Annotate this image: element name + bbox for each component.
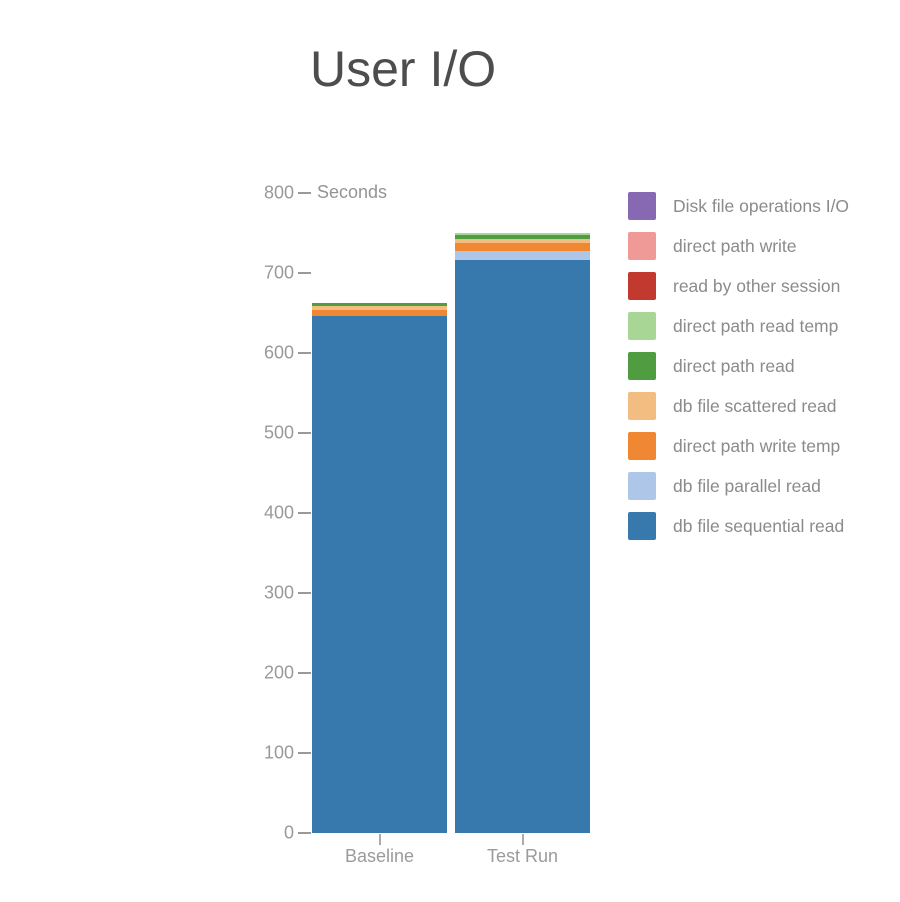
y-tick-mark-800 bbox=[298, 192, 311, 194]
segment-test-run-direct-path-read[interactable] bbox=[455, 235, 590, 239]
legend-swatch-direct-path-write-temp bbox=[628, 432, 656, 460]
y-tick-label-300: 300 bbox=[263, 582, 294, 603]
bar-test-run bbox=[455, 233, 590, 833]
y-tick-mark-200 bbox=[298, 672, 311, 674]
legend-label-read-by-other-session: read by other session bbox=[673, 275, 841, 296]
bar-baseline bbox=[312, 302, 447, 833]
x-tick-mark-test-run bbox=[521, 834, 524, 845]
segment-baseline-direct-path-read[interactable] bbox=[312, 302, 447, 306]
y-tick-mark-500 bbox=[298, 432, 311, 434]
legend-item-db-file-scattered-read: db file scattered read bbox=[628, 392, 849, 420]
y-tick-label-100: 100 bbox=[263, 742, 294, 763]
y-tick-label-200: 200 bbox=[263, 662, 294, 683]
legend-swatch-direct-path-read bbox=[628, 352, 656, 380]
segment-baseline-db-file-sequential-read[interactable] bbox=[312, 316, 447, 833]
y-tick-mark-100 bbox=[298, 752, 311, 754]
legend-swatch-direct-path-write bbox=[628, 232, 656, 260]
legend-item-disk-file-operations-i-o: Disk file operations I/O bbox=[628, 192, 849, 220]
y-tick-mark-700 bbox=[298, 272, 311, 274]
legend: Disk file operations I/O direct path writ… bbox=[628, 192, 849, 552]
legend-label-disk-file-operations-i-o: Disk file operations I/O bbox=[673, 195, 850, 216]
legend-label-direct-path-write-temp: direct path write temp bbox=[673, 435, 841, 456]
legend-item-direct-path-read-temp: direct path read temp bbox=[628, 312, 849, 340]
segment-test-run-direct-path-write-temp[interactable] bbox=[455, 243, 590, 252]
x-tick-mark-baseline bbox=[378, 834, 381, 845]
legend-label-db-file-sequential-read: db file sequential read bbox=[673, 515, 845, 536]
legend-item-direct-path-read: direct path read bbox=[628, 352, 849, 380]
y-tick-label-500: 500 bbox=[263, 422, 294, 443]
y-tick-mark-600 bbox=[298, 352, 311, 354]
segment-test-run-db-file-sequential-read[interactable] bbox=[455, 260, 590, 833]
y-tick-mark-0 bbox=[298, 832, 311, 834]
legend-label-db-file-parallel-read: db file parallel read bbox=[673, 475, 821, 496]
legend-swatch-db-file-sequential-read bbox=[628, 512, 656, 540]
legend-item-read-by-other-session: read by other session bbox=[628, 272, 849, 300]
segment-baseline-db-file-scattered-read[interactable] bbox=[312, 305, 447, 310]
y-tick-mark-300 bbox=[298, 592, 311, 594]
legend-label-db-file-scattered-read: db file scattered read bbox=[673, 395, 837, 416]
legend-swatch-read-by-other-session bbox=[628, 272, 656, 300]
segment-test-run-db-file-parallel-read[interactable] bbox=[455, 251, 590, 261]
legend-label-direct-path-read-temp: direct path read temp bbox=[673, 315, 839, 336]
legend-label-direct-path-write: direct path write bbox=[673, 235, 797, 256]
legend-item-db-file-parallel-read: db file parallel read bbox=[628, 472, 849, 500]
legend-item-direct-path-write-temp: direct path write temp bbox=[628, 432, 849, 460]
segment-baseline-direct-path-write-temp[interactable] bbox=[312, 309, 447, 317]
legend-swatch-direct-path-read-temp bbox=[628, 312, 656, 340]
category-label-baseline: Baseline bbox=[344, 846, 415, 866]
y-axis-unit-label: Seconds bbox=[317, 182, 388, 203]
y-tick-label-800: 800 bbox=[263, 182, 294, 203]
y-tick-mark-400 bbox=[298, 512, 311, 514]
segment-test-run-direct-path-read-temp[interactable] bbox=[455, 233, 590, 236]
legend-label-direct-path-read: direct path read bbox=[673, 355, 795, 376]
chart-title: User I/O bbox=[310, 41, 497, 97]
legend-item-db-file-sequential-read: db file sequential read bbox=[628, 512, 849, 540]
legend-swatch-disk-file-operations-i-o bbox=[628, 192, 656, 220]
legend-item-direct-path-write: direct path write bbox=[628, 232, 849, 260]
legend-swatch-db-file-scattered-read bbox=[628, 392, 656, 420]
segment-test-run-db-file-scattered-read[interactable] bbox=[455, 238, 590, 244]
category-label-test-run: Test Run bbox=[486, 846, 559, 866]
legend-swatch-db-file-parallel-read bbox=[628, 472, 656, 500]
y-tick-label-700: 700 bbox=[263, 262, 294, 283]
y-tick-label-600: 600 bbox=[263, 342, 294, 363]
y-tick-label-400: 400 bbox=[263, 502, 294, 523]
y-tick-label-0: 0 bbox=[283, 822, 294, 843]
